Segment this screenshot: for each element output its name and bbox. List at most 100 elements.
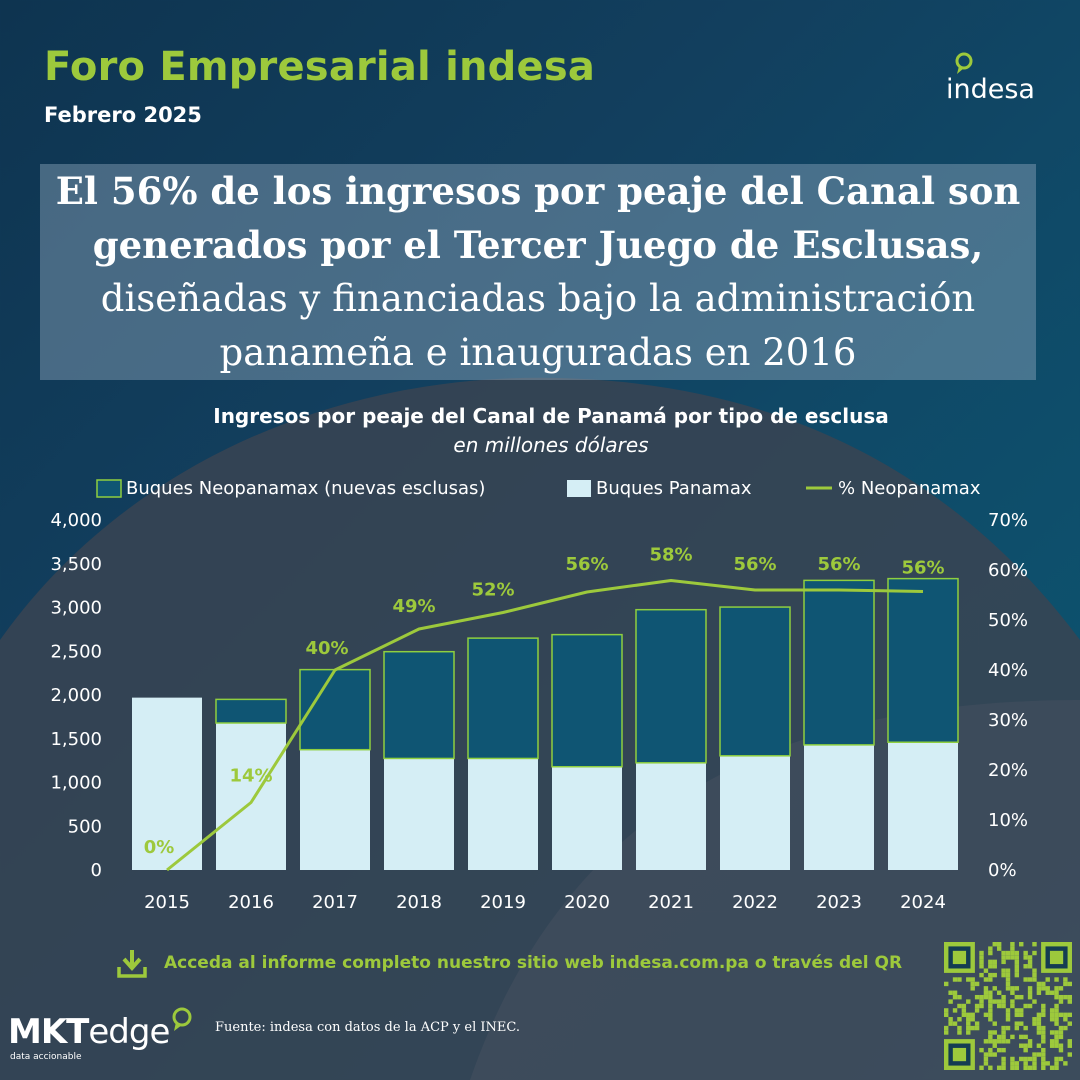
qr-finder [952,1047,967,1062]
bar-panamax [804,744,874,870]
qr-module [1023,1034,1028,1040]
download-cta[interactable]: Acceda al informe completo nuestro sitio… [116,947,902,979]
x-tick-label: 2024 [900,892,946,913]
qr-module [1019,1034,1024,1040]
qr-module [1054,1012,1059,1018]
qr-module [1041,1012,1046,1018]
qr-module [1014,1012,1020,1018]
y-left-tick-label: 1,000 [50,773,102,794]
qr-module [1001,959,1006,965]
headline-box: El 56% de los ingresos por peaje del Can… [40,164,1036,380]
qr-module [1058,1043,1064,1048]
qr-module [979,1003,984,1009]
qr-module [1036,1043,1042,1048]
qr-module [992,964,997,969]
headline-line-4: panameña e inauguradas en 2016 [219,331,857,374]
indesa-logo-text: indesa [946,74,1035,105]
qr-module [966,1021,971,1026]
bar-neopanamax [215,698,287,724]
qr-module [1014,1061,1020,1066]
qr-module [1054,1017,1059,1022]
qr-module [1063,1025,1068,1031]
qr-module [1063,1012,1068,1018]
qr-module [1049,1043,1055,1048]
qr-module [974,981,980,987]
qr-module [1014,1065,1020,1070]
qr-module [1049,1017,1055,1022]
qr-module [988,972,993,978]
qr-module [988,1003,993,1009]
qr-module [1010,986,1015,991]
qr-module [1001,1034,1006,1040]
qr-module [957,977,962,982]
qr-module [988,1008,993,1013]
qr-module [983,986,989,991]
bar-panamax [300,749,370,870]
qr-module [1036,1021,1042,1026]
qr-module [1041,1039,1046,1044]
qr-module [974,1025,980,1031]
bar-neopanamax [803,579,875,746]
qr-module [988,1034,993,1040]
qr-module [944,1030,949,1035]
bar-neopanamax [467,637,539,760]
x-tick-label: 2016 [228,892,274,913]
qr-module [988,990,993,995]
qr-module [1036,1030,1042,1035]
bar-neopanamax [887,577,959,743]
legend-swatch-neopanamax [96,479,122,498]
qr-module [983,1039,989,1044]
y-right-tick-label: 70% [988,510,1028,531]
qr-module [1019,1056,1024,1062]
qr-module [1049,1065,1055,1070]
qr-module [1005,986,1011,991]
qr-module [1032,972,1037,978]
bar-neopanamax [383,650,455,760]
qr-module [1014,968,1020,973]
qr-module [1063,1017,1068,1022]
qr-module [983,968,989,973]
qr-module [1054,1039,1059,1044]
qr-finder [952,950,967,965]
qr-module [1010,1056,1015,1062]
qr-module [1058,1025,1064,1031]
qr-module [957,1025,962,1031]
qr-module [1049,1012,1055,1018]
y-left-tick-label: 3,000 [50,598,102,619]
qr-module [1027,959,1033,965]
qr-module [1054,1008,1059,1013]
qr-module [1049,1039,1055,1044]
qr-module [1014,986,1020,991]
qr-module [1067,994,1072,1000]
qr-module [970,977,975,982]
qr-module [1014,994,1020,1000]
data-label-pct: 14% [229,766,272,787]
mktedge-logo-text: MKTedge [8,1012,170,1052]
qr-code[interactable] [944,942,1072,1070]
qr-module [1019,942,1024,947]
qr-module [1005,977,1011,982]
x-tick-label: 2021 [648,892,694,913]
qr-module [1027,977,1033,982]
qr-module [1032,1021,1037,1026]
legend-label-panamax: Buques Panamax [596,478,752,499]
qr-module [1041,1056,1046,1062]
bar-panamax [720,755,790,870]
qr-module [983,1056,989,1062]
qr-module [1001,950,1006,956]
qr-module [1058,1030,1064,1035]
speech-bubble-icon [172,1007,192,1031]
mktedge-logo-subtitle: data accionable [10,1052,82,1062]
qr-module [957,1030,962,1035]
qr-module [1023,1003,1028,1009]
y-left-tick-label: 2,500 [50,641,102,662]
qr-module [1023,1056,1028,1062]
qr-module [1005,950,1011,956]
qr-module [996,999,1002,1004]
qr-module [1054,1056,1059,1062]
qr-module [1027,994,1033,1000]
qr-module [1054,1021,1059,1026]
qr-module [1058,1056,1064,1062]
qr-module [957,994,962,1000]
qr-module [1041,1025,1046,1031]
